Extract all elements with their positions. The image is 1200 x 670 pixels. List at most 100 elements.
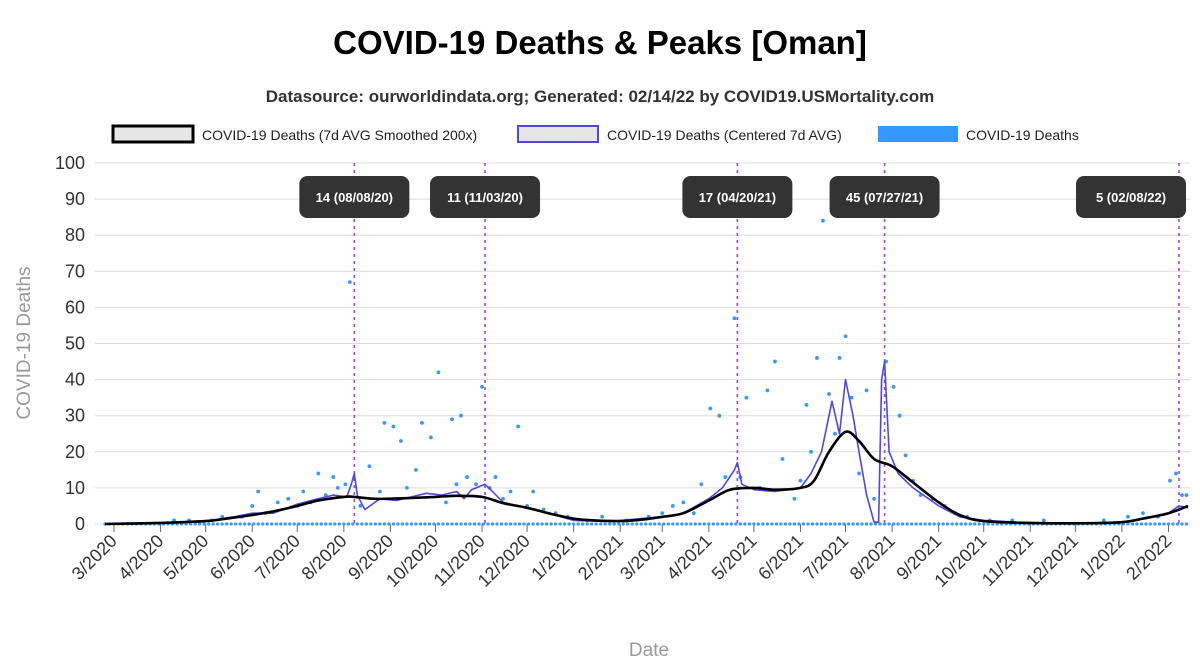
data-point — [804, 402, 809, 407]
data-point — [693, 522, 697, 526]
data-point — [355, 522, 359, 526]
data-point — [897, 413, 902, 418]
data-point — [369, 522, 373, 526]
peak-annotations: 14 (08/08/20) 11 (11/03/20) 17 (04/20/21) 4… — [299, 176, 1186, 218]
data-point — [788, 522, 792, 526]
x-tick-label: 2/2022 — [1122, 531, 1175, 584]
data-point — [1135, 522, 1139, 526]
x-tick-label: 4/2021 — [663, 531, 716, 584]
data-point — [193, 522, 197, 526]
y-tick-label: 30 — [65, 406, 85, 426]
data-point — [243, 522, 247, 526]
data-point — [378, 522, 382, 526]
data-point — [864, 522, 869, 526]
y-tick-label: 80 — [65, 225, 85, 245]
data-point — [744, 395, 749, 400]
data-point — [211, 522, 215, 526]
data-point — [468, 522, 472, 526]
data-point — [608, 522, 612, 526]
data-point — [450, 417, 454, 422]
data-point — [797, 522, 801, 526]
data-point — [261, 522, 265, 526]
data-point — [328, 522, 332, 526]
data-point — [761, 522, 765, 526]
y-tick-label: 10 — [65, 478, 85, 498]
data-point — [567, 522, 571, 526]
data-point — [504, 522, 508, 526]
data-point — [414, 522, 418, 526]
peak-annotation: 5 (02/08/22) — [1076, 176, 1186, 218]
x-tick-label: 6/2020 — [206, 531, 259, 584]
peak-annotation-box — [682, 176, 793, 218]
data-point — [815, 356, 819, 360]
data-point — [382, 421, 387, 425]
data-point — [869, 522, 873, 526]
data-point — [454, 482, 459, 487]
data-point — [851, 522, 855, 526]
data-point — [283, 522, 287, 526]
smoothed-7d-avg-line — [104, 430, 1189, 526]
data-point — [973, 522, 977, 526]
peak-annotation-label: 45 (07/27/21) — [846, 190, 923, 205]
data-point — [657, 522, 661, 526]
legend-swatch-daily — [878, 126, 958, 142]
data-point — [765, 388, 770, 393]
data-point — [738, 522, 742, 526]
data-point — [531, 522, 535, 526]
data-point — [256, 489, 261, 494]
data-point — [316, 471, 321, 476]
data-point — [198, 522, 202, 526]
data-point — [377, 489, 382, 494]
data-point — [331, 475, 336, 479]
data-point — [493, 475, 498, 479]
data-point — [558, 522, 562, 526]
data-point — [481, 522, 486, 526]
data-point — [824, 522, 828, 526]
data-point — [680, 522, 684, 526]
data-point — [833, 522, 837, 526]
data-point — [887, 522, 891, 526]
data-point — [891, 522, 896, 526]
y-tick-label: 20 — [65, 442, 85, 462]
data-point — [711, 522, 715, 526]
data-point — [732, 316, 737, 321]
data-point — [459, 522, 463, 526]
data-point — [950, 522, 954, 526]
data-point — [941, 522, 945, 526]
data-point — [576, 522, 580, 526]
data-point — [256, 522, 260, 526]
x-tick-label: 5/2021 — [708, 531, 761, 584]
legend-label-daily: COVID-19 Deaths — [966, 127, 1079, 143]
data-point — [501, 496, 505, 501]
peak-annotation-box — [430, 176, 541, 218]
data-point — [274, 522, 278, 526]
grid — [95, 162, 1190, 525]
data-point — [342, 522, 346, 526]
data-point — [337, 522, 341, 526]
peak-annotation-label: 5 (02/08/22) — [1096, 190, 1166, 205]
data-point — [1171, 522, 1175, 526]
data-point — [891, 384, 896, 389]
data-point — [590, 522, 594, 526]
data-point — [843, 334, 848, 339]
data-point — [681, 500, 686, 505]
data-point — [955, 522, 959, 526]
data-point — [849, 395, 854, 400]
x-tick-label: 2/2021 — [574, 531, 627, 584]
data-point — [821, 218, 825, 223]
y-tick-label: 0 — [75, 514, 85, 534]
data-point — [833, 431, 837, 436]
data-point — [301, 489, 306, 494]
data-point — [423, 522, 427, 526]
data-point — [250, 504, 255, 508]
data-point — [937, 522, 941, 526]
y-tick-label: 60 — [65, 297, 85, 317]
data-point — [977, 522, 981, 526]
data-point — [594, 522, 598, 526]
data-point — [508, 522, 513, 526]
data-point — [810, 522, 815, 526]
data-point — [630, 522, 634, 526]
legend-label-smoothed: COVID-19 Deaths (7d AVG Smoothed 200x) — [202, 127, 477, 143]
data-point — [288, 522, 292, 526]
